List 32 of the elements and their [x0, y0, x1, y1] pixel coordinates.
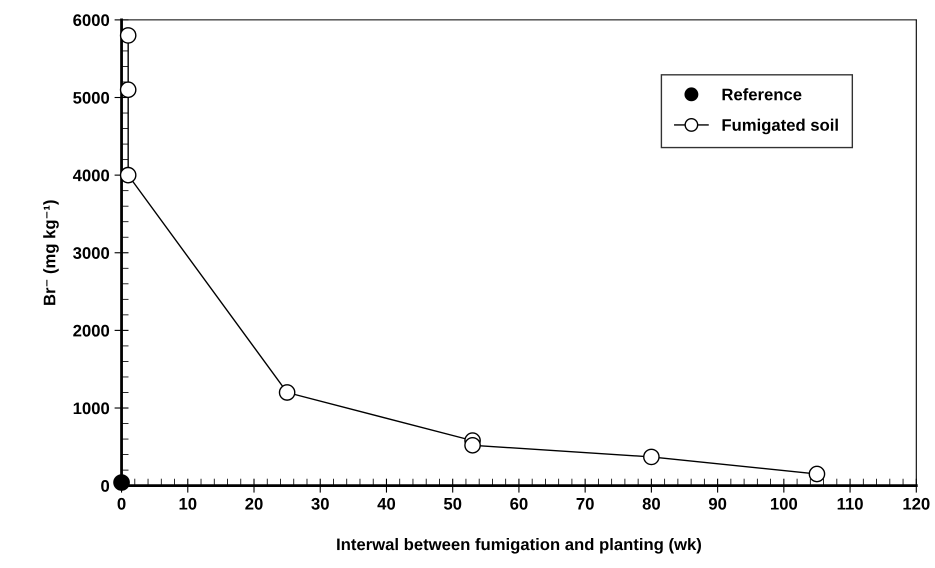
point — [278, 384, 296, 401]
y-tick-label: 3000 — [73, 247, 110, 259]
x-tick-label: 20 — [245, 498, 263, 510]
x-tick-label: 100 — [770, 498, 798, 510]
x-tick-label: 90 — [708, 498, 726, 510]
point — [808, 466, 826, 482]
point — [120, 81, 137, 98]
y-tick-label: 5000 — [73, 92, 110, 104]
y-tick-label: 0 — [101, 480, 110, 492]
y-tick-label: 1000 — [74, 402, 110, 414]
point — [120, 166, 137, 184]
y-tick-label: 6000 — [73, 14, 110, 26]
x-axis-title: Interwal between fumigation and planting (wk) — [337, 538, 701, 554]
x-tick-label: 60 — [510, 498, 528, 510]
point — [113, 474, 130, 491]
x-tick-label: 10 — [180, 498, 196, 510]
legend-label: Fumigated soil — [722, 118, 838, 134]
x-tick-label: 50 — [444, 498, 462, 510]
x-tick-label: 110 — [838, 498, 863, 510]
x-tick-label: 40 — [377, 498, 396, 510]
point — [464, 436, 481, 454]
x-tick-label: 0 — [118, 498, 126, 510]
x-tick-label: 30 — [311, 498, 329, 510]
y-tick-label: 2000 — [73, 324, 110, 337]
legend-label: Reference — [722, 88, 802, 100]
y-axis-title: Br⁻ (mg kg⁻¹) — [43, 200, 59, 305]
y-tick-label: 4000 — [72, 170, 110, 182]
point — [120, 27, 137, 44]
x-tick-label: 80 — [642, 498, 660, 510]
point — [643, 448, 660, 466]
x-tick-label: 70 — [576, 498, 594, 510]
x-tick-label: 120 — [903, 498, 930, 510]
